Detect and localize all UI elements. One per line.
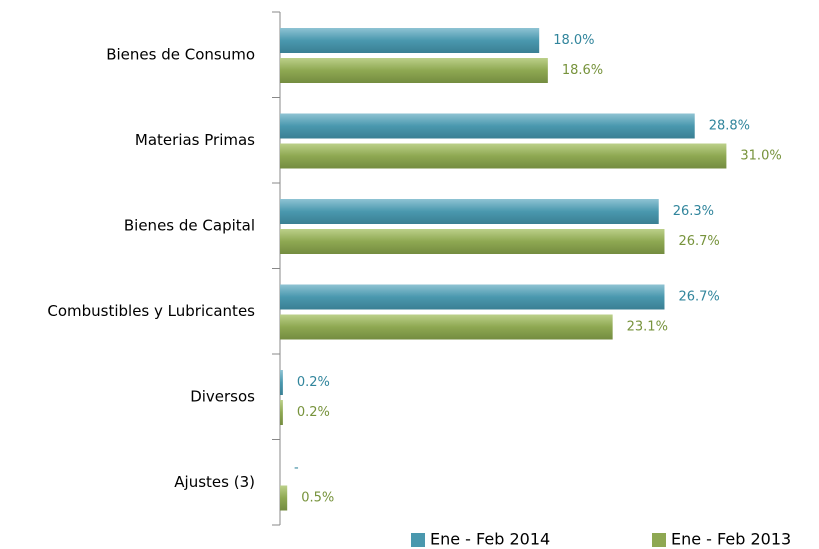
value-label: 26.3% [673, 204, 714, 219]
bar [280, 58, 548, 83]
bar [280, 400, 283, 425]
bar [280, 370, 283, 395]
bar [280, 113, 695, 139]
value-label: 31.0% [740, 149, 781, 164]
value-label: 0.2% [297, 375, 330, 390]
bar [280, 314, 613, 340]
bar [280, 199, 659, 224]
bar [280, 485, 288, 511]
value-label: 18.0% [553, 33, 594, 48]
value-label: 23.1% [627, 320, 668, 335]
legend-label: Ene - Feb 2013 [671, 530, 791, 549]
category-label: Diversos [190, 387, 255, 405]
legend-label: Ene - Feb 2014 [430, 530, 550, 549]
category-label: Bienes de Capital [124, 216, 255, 234]
value-label: 26.7% [678, 234, 719, 249]
legend-swatch [652, 533, 666, 547]
value-label: - [294, 461, 299, 476]
bar [280, 229, 665, 254]
value-label: 0.5% [301, 491, 334, 506]
category-label: Ajustes (3) [174, 473, 255, 491]
category-label: Bienes de Consumo [106, 45, 255, 63]
category-label: Materias Primas [135, 131, 255, 149]
value-label: 18.6% [562, 63, 603, 78]
bar [280, 143, 727, 169]
legend-swatch [411, 533, 425, 547]
category-label: Combustibles y Lubricantes [47, 302, 255, 320]
value-label: 26.7% [678, 290, 719, 305]
value-label: 28.8% [709, 119, 750, 134]
value-label: 0.2% [297, 405, 330, 420]
bar [280, 284, 665, 310]
bar [280, 28, 540, 53]
